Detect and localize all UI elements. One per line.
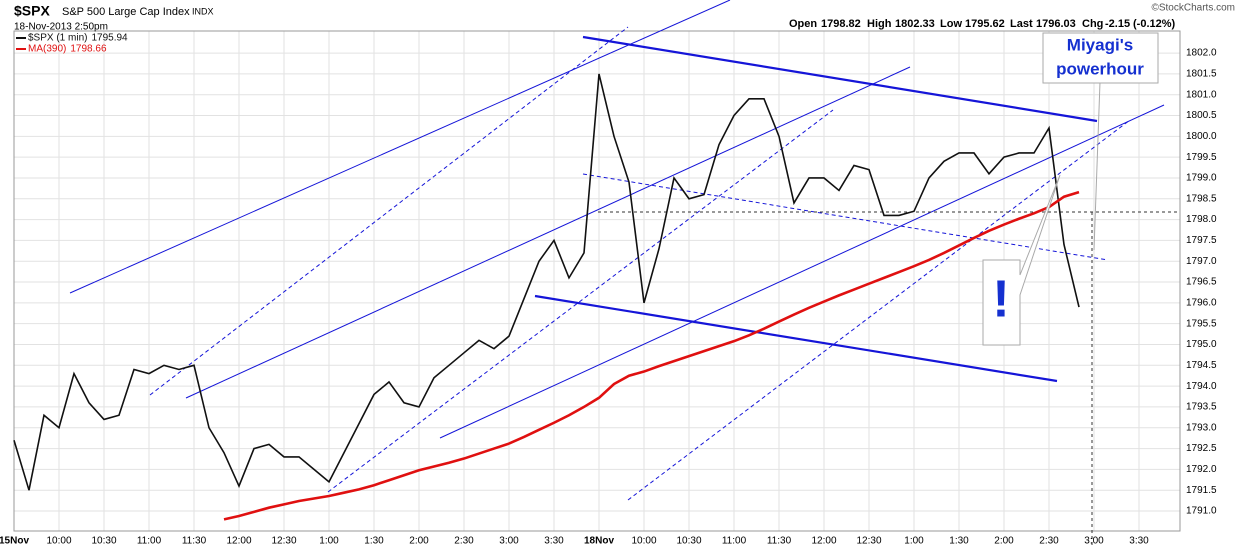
legend-value: 1795.94: [91, 33, 128, 44]
legend: $SPX (1 min) 1795.94 MA(390) 1798.66: [16, 33, 128, 55]
credit: ©StockCharts.com: [1151, 3, 1235, 14]
y-tick-label: 1792.5: [1186, 443, 1217, 454]
x-tick-label: 1:00: [904, 536, 924, 547]
quote-value: -2.15: [1105, 18, 1130, 30]
x-tick-label: 3:00: [1084, 536, 1104, 547]
index-name: S&P 500 Large Cap Index: [62, 6, 190, 18]
y-tick-label: 1792.0: [1186, 464, 1217, 475]
y-tick-label: 1798.5: [1186, 193, 1217, 204]
x-tick-label: 11:30: [182, 536, 207, 547]
y-tick-label: 1795.5: [1186, 318, 1217, 329]
y-tick-label: 1799.0: [1186, 173, 1217, 184]
quote-label: Open: [789, 18, 817, 30]
series-line: [223, 190, 1080, 521]
annotation: Miyagi's: [1067, 35, 1133, 54]
quote-value: (-0.12%): [1133, 18, 1176, 30]
quote-value: 1795.62: [965, 18, 1005, 30]
x-tick-label: 3:30: [1129, 536, 1149, 547]
x-tick-label: 12:30: [271, 536, 296, 547]
x-tick-label: 11:30: [767, 536, 792, 547]
x-tick-label: 2:00: [409, 536, 429, 547]
y-tick-label: 1794.5: [1186, 360, 1217, 371]
x-tick-label: 11:00: [137, 536, 162, 547]
date: 18-Nov-2013 2:50pm: [14, 22, 108, 33]
quote-value: 1798.82: [821, 18, 861, 30]
x-tick-label: 15Nov: [0, 536, 29, 547]
x-tick-label: 12:00: [226, 536, 251, 547]
x-tick-label: 1:30: [364, 536, 384, 547]
plot-frame: [13, 30, 1181, 532]
x-tick-label: 1:30: [949, 536, 969, 547]
x-tick-label: 11:00: [722, 536, 747, 547]
y-tick-label: 1796.5: [1186, 277, 1217, 288]
y-tick-label: 1797.5: [1186, 235, 1217, 246]
quote-value: 1796.03: [1036, 18, 1076, 30]
quote-label: High: [867, 18, 892, 30]
legend-value: 1798.66: [70, 44, 107, 55]
x-tick-label: 2:30: [454, 536, 474, 547]
x-tick-label: 3:30: [544, 536, 564, 547]
y-tick-label: 1793.5: [1186, 402, 1217, 413]
y-tick-label: 1795.0: [1186, 339, 1217, 350]
x-tick-label: 10:30: [91, 536, 116, 547]
exchange: INDX: [192, 6, 214, 16]
x-tick-label: 12:00: [811, 536, 836, 547]
y-tick-label: 1794.0: [1186, 381, 1217, 392]
y-tick-label: 1801.5: [1186, 69, 1217, 80]
y-tick-label: 1791.0: [1186, 506, 1217, 517]
x-tick-label: 2:30: [1039, 536, 1059, 547]
symbol: $SPX: [14, 3, 50, 19]
y-tick-label: 1802.0: [1186, 48, 1217, 59]
x-tick-label: 3:00: [499, 536, 519, 547]
x-tick-label: 10:30: [676, 536, 701, 547]
x-tick-label: 10:00: [631, 536, 656, 547]
quote-label: Low: [940, 18, 962, 30]
series-lines: [13, 73, 1080, 521]
legend-label: $SPX (1 min): [28, 33, 87, 44]
legend-label: MA(390): [28, 44, 66, 55]
quote-label: Chg: [1082, 18, 1103, 30]
y-tick-label: 1800.0: [1186, 131, 1217, 142]
y-tick-label: 1791.5: [1186, 485, 1217, 496]
x-tick-label: 18Nov: [584, 536, 614, 547]
quote-label: Last: [1010, 18, 1033, 30]
y-tick-label: 1799.5: [1186, 152, 1217, 163]
y-tick-label: 1801.0: [1186, 89, 1217, 100]
annotation: powerhour: [1056, 59, 1144, 78]
y-tick-label: 1796.0: [1186, 297, 1217, 308]
x-tick-label: 2:00: [994, 536, 1014, 547]
trend-lines: [69, 0, 1180, 548]
quote-value: 1802.33: [895, 18, 935, 30]
y-tick-label: 1793.0: [1186, 422, 1217, 433]
series-line: [13, 73, 1080, 491]
y-tick-label: 1797.0: [1186, 256, 1217, 267]
x-tick-label: 10:00: [46, 536, 71, 547]
y-tick-label: 1800.5: [1186, 110, 1217, 121]
x-tick-label: 12:30: [856, 536, 881, 547]
y-tick-label: 1798.0: [1186, 214, 1217, 225]
callout: Miyagi's powerhour: [1042, 32, 1159, 251]
x-tick-label: 1:00: [319, 536, 339, 547]
callout: !: [982, 174, 1061, 346]
annotation: !: [992, 271, 1009, 329]
